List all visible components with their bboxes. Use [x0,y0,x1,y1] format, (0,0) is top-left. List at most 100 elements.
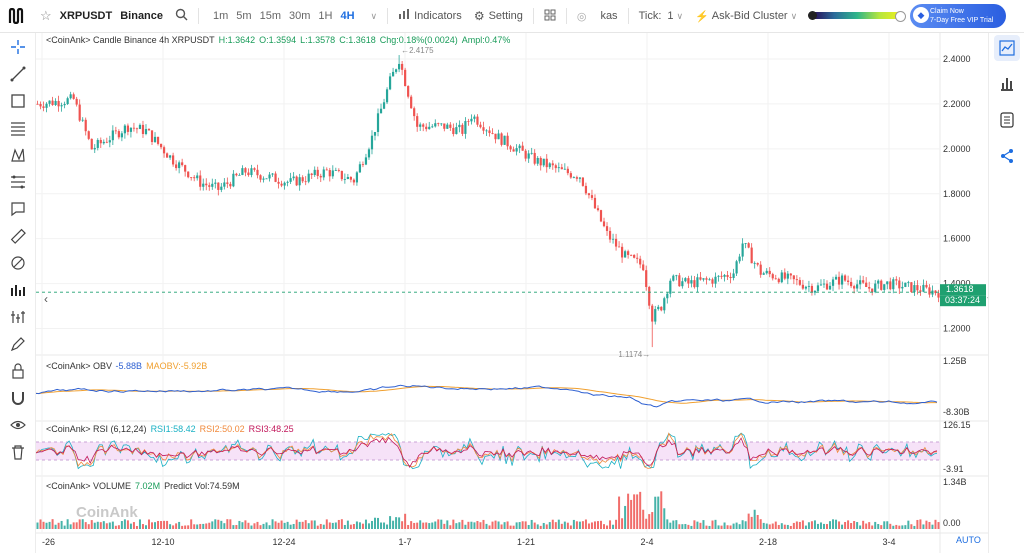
symbol-selector[interactable]: XRPUSDT Binance [58,0,169,33]
heatmap-color-slider[interactable] [808,11,906,22]
chevron-down-icon: ∨ [370,10,378,21]
volume-bar [78,519,81,529]
volume-bar [458,522,461,529]
candle-body [497,133,500,140]
candle-body [678,275,681,287]
volume-bar [807,522,810,529]
order-tool[interactable] [9,308,27,326]
candle-body [313,169,316,176]
interval-15m[interactable]: 15m [259,10,281,22]
volume-bar [801,520,804,529]
auto-scale-button[interactable]: AUTO [956,535,981,545]
candle-body [410,96,413,109]
candle-body [446,124,449,129]
pen-tool[interactable] [9,335,27,353]
cluster-selector[interactable]: ⚡ Ask-Bid Cluster ∨ [689,0,803,33]
volume-bar [383,522,386,529]
bar-chart-icon [11,285,25,296]
current-price-badge [940,284,986,296]
candle-body [431,126,434,128]
candle-body [750,247,753,264]
candle-body [428,126,431,130]
candle-body [666,293,669,299]
layout-button[interactable] [538,0,562,33]
horizontal-lines-tool[interactable] [9,119,27,137]
volume-bar [708,525,711,529]
visibility-toggle[interactable]: ◎ [571,0,593,33]
candle-body [72,94,75,99]
volume-profile-tool[interactable] [9,281,27,299]
volume-bar [181,525,184,529]
interval-1m[interactable]: 1m [213,10,229,22]
volume-bar [753,509,756,529]
app-logo[interactable] [0,0,34,33]
setting-button[interactable]: ⚙ Setting [468,0,529,33]
volume-bar [413,522,416,529]
orderbook-button[interactable] [994,107,1020,133]
volume-bar [259,525,262,529]
candle-body [271,173,274,175]
volume-bar [847,520,850,529]
candle-body [732,273,735,279]
candle-body [440,123,443,125]
interval-30m[interactable]: 30m [288,10,311,22]
candle-body [690,280,693,284]
magnet-tool[interactable] [9,389,27,407]
candle-body [316,169,319,176]
candle-body [602,221,606,227]
stats-button[interactable] [994,70,1020,96]
volume-bar [295,519,298,529]
candle-body [370,135,374,150]
candle-body [901,286,904,289]
visibility-tool[interactable] [9,416,27,434]
candle-body [401,63,404,70]
volume-bar [223,523,226,529]
vip-trial-button[interactable]: ◆ Claim Now 7-Day Free VIP Trial [910,4,1006,28]
pattern-tool[interactable] [9,146,27,164]
tick-value: 1 [667,10,674,22]
volume-bar [337,519,340,529]
chart-view-button[interactable] [994,35,1020,61]
volume-bar [904,525,907,529]
rsi3-line [36,436,938,468]
candle-body [156,136,160,144]
delete-tool[interactable] [9,443,27,461]
chart-canvas[interactable]: CoinAnk ←2.4175 1.1174→ 2.4000 2.2000 2.000… [36,33,988,553]
share-button[interactable] [994,143,1020,169]
volume-bar [609,520,612,529]
interval-1h[interactable]: 1H [318,10,333,22]
interval-dropdown[interactable]: ∨ [365,0,384,33]
search-button[interactable] [169,0,194,33]
candle-body [834,276,838,280]
lock-tool[interactable] [9,362,27,380]
rectangle-tool[interactable] [9,92,27,110]
note-tool[interactable] [9,200,27,218]
volume-bar [859,525,862,529]
volume-bar [428,523,431,529]
volume-bar [226,519,229,529]
crosshair-tool[interactable] [9,38,27,56]
volume-bar [723,522,726,529]
legend-item: Ampl:0.47% [462,35,511,45]
tick-selector[interactable]: Tick: 1 ∨ [633,0,690,33]
candle-body [883,284,886,290]
candle-body [624,251,627,258]
collapse-panel-icon[interactable]: ‹ [987,290,988,304]
layer-selector[interactable]: kas [592,0,623,33]
legend-item: H:1.3642 [219,35,256,45]
ruler-tool[interactable] [9,227,27,245]
fib-tool[interactable] [9,173,27,191]
volume-bar [524,521,527,529]
volume-bar [928,521,931,529]
interval-5m[interactable]: 5m [236,10,252,22]
scroll-left-icon[interactable]: ‹ [44,292,48,306]
candle-body [178,162,181,169]
interval-4h[interactable]: 4H [340,10,355,22]
candle-body [747,243,750,248]
indicators-button[interactable]: Indicators [392,0,468,33]
trendline-tool[interactable] [9,65,27,83]
favorite-star-button[interactable]: ☆ [34,0,58,33]
price-tick-label: 2.0000 [943,144,971,154]
magnet-draw-tool[interactable] [9,254,27,272]
candle-body [391,71,395,77]
